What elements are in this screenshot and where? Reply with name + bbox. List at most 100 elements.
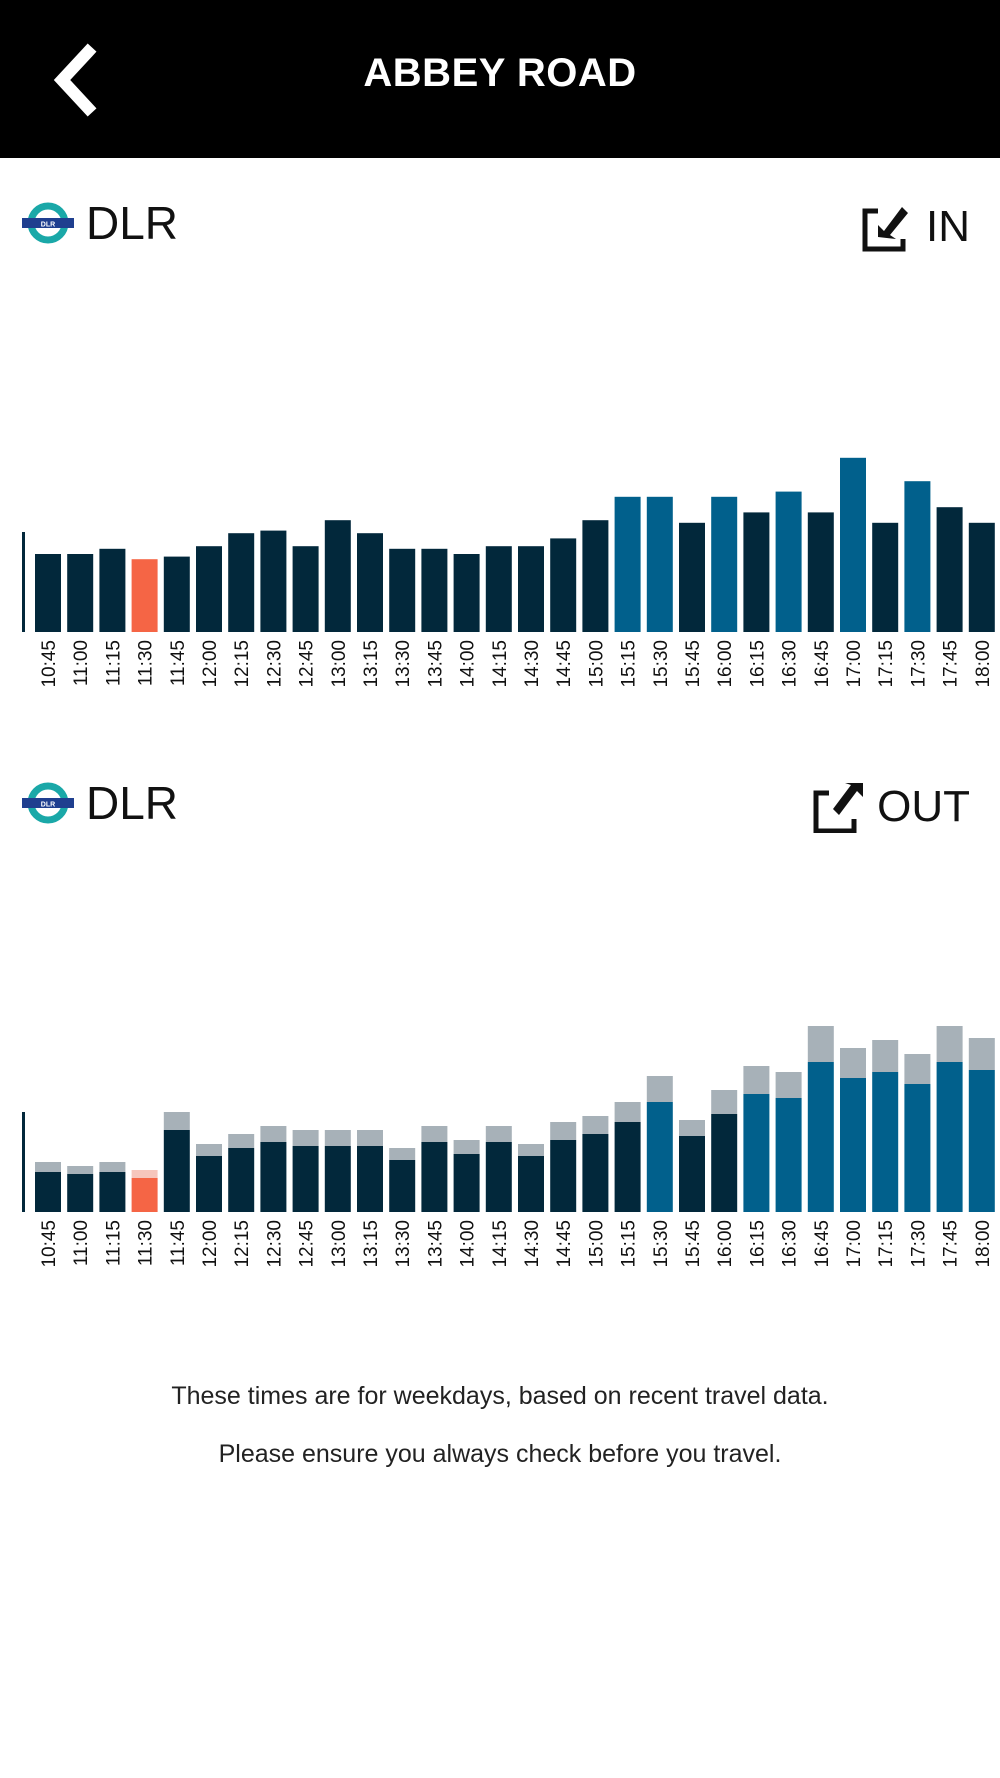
chart-tick-label: 12:15 <box>232 1220 253 1268</box>
chart-bar <box>260 530 287 632</box>
direction-label: IN <box>926 202 970 251</box>
chart-tick-label: 14:45 <box>554 1220 575 1268</box>
chart-bar <box>67 554 94 632</box>
chart-bar <box>67 1174 94 1212</box>
chart-bar-extra <box>936 1026 963 1062</box>
chart-bar <box>646 1102 673 1212</box>
chart-tick-label: 12:45 <box>297 1220 318 1268</box>
chart-bar <box>936 1062 963 1212</box>
chart-tick-label: 13:45 <box>425 640 446 688</box>
chart-tick-label: 15:15 <box>619 640 640 688</box>
chart-bar <box>131 559 158 632</box>
chart-bar-extra <box>646 1076 673 1102</box>
chart-bar-extra <box>131 1170 158 1178</box>
chart-tick-label: 11:00 <box>71 640 92 686</box>
chart-bar <box>840 1078 866 1212</box>
chart-bar <box>968 522 995 632</box>
chart-bar <box>357 1146 383 1212</box>
direction-out-toggle[interactable]: OUT <box>813 772 970 842</box>
chart-tick-label: 17:15 <box>876 1220 897 1268</box>
svg-text:DLR: DLR <box>41 222 55 229</box>
chart-tick-label: 13:00 <box>329 1220 350 1268</box>
chart-bar-extra <box>904 1054 931 1084</box>
chart-bar <box>904 481 931 632</box>
chart-bar-extra <box>775 1072 802 1098</box>
chart-bar-extra <box>968 1038 995 1070</box>
chart-bar <box>582 520 609 632</box>
chart-bar <box>35 1172 61 1212</box>
chart-tick-label: 11:45 <box>168 640 189 686</box>
chart-bar-extra <box>582 1116 609 1134</box>
chart-tick-label: 11:30 <box>136 1220 157 1266</box>
chart-bar <box>228 1148 255 1212</box>
chart-bar <box>679 522 705 632</box>
chart-bar-extra <box>228 1134 255 1148</box>
chart-bar-extra <box>679 1120 705 1136</box>
chart-bar-extra <box>35 1162 61 1172</box>
chart-bar <box>324 1146 351 1212</box>
chart-bar <box>35 554 61 632</box>
chart-tick-label: 10:45 <box>39 1220 60 1268</box>
chart-bar <box>131 1178 158 1212</box>
chart-out: 10:45 11:00 11:15 11:30 11:45 12:00 12:15 12:30… <box>0 940 1000 1300</box>
chart-tick-label: 15:00 <box>586 1220 607 1268</box>
chart-bar <box>840 457 866 632</box>
chart-tick-label: 11:30 <box>136 640 157 686</box>
chart-bar-extra <box>840 1048 866 1078</box>
chart-bar <box>550 1140 577 1212</box>
chart-bar <box>743 1094 770 1212</box>
tap-in-icon <box>862 203 914 252</box>
chart-bar <box>196 1156 222 1212</box>
chart-tick-label: 13:15 <box>361 640 382 688</box>
chart-bar-extra <box>196 1144 222 1156</box>
chart-bar <box>453 1154 480 1212</box>
chart-tick-label: 16:30 <box>780 640 801 688</box>
chart-tick-label: 11:15 <box>103 1220 124 1266</box>
chart-bar <box>646 496 673 632</box>
chart-bar-extra <box>99 1162 126 1172</box>
chart-bar-extra <box>292 1130 319 1146</box>
chart-bar <box>485 546 512 632</box>
chart-bar <box>485 1142 512 1212</box>
chart-in: 10:45 11:00 11:15 11:30 11:45 12:00 12:15 12:30… <box>0 420 1000 720</box>
chart-tick-label: 15:30 <box>651 640 672 688</box>
page-title: ABBEY ROAD <box>363 51 637 95</box>
chart-tick-label: 16:00 <box>715 640 736 688</box>
chart-tick-label: 13:15 <box>361 1220 382 1268</box>
chart-bar <box>421 548 448 632</box>
chart-bar <box>775 1098 802 1212</box>
chart-bar-extra <box>614 1102 641 1122</box>
line-name: DLR <box>86 777 179 829</box>
chart-tick-label: 10:45 <box>39 640 60 688</box>
chart-bar <box>518 546 544 632</box>
chart-bar <box>260 1142 287 1212</box>
chart-bar <box>711 1114 738 1212</box>
chart-bar-extra <box>260 1126 287 1142</box>
chart-tick-label: 16:00 <box>715 1220 736 1268</box>
chart-edge-bar <box>22 1112 25 1212</box>
back-button[interactable] <box>40 40 110 120</box>
chart-bar-extra <box>485 1126 512 1142</box>
chart-bar <box>228 533 255 632</box>
chart-bar <box>196 546 222 632</box>
chart-tick-label: 16:15 <box>747 640 768 688</box>
chart-tick-label: 14:15 <box>490 640 511 688</box>
chart-bar <box>679 1136 705 1212</box>
chart-bar <box>775 491 802 632</box>
chart-bar-extra <box>389 1148 416 1160</box>
chart-bar-extra <box>807 1026 834 1062</box>
chart-tick-label: 17:45 <box>941 1220 962 1268</box>
chart-tick-label: 17:45 <box>941 640 962 688</box>
disclaimer-line-1: These times are for weekdays, based on r… <box>171 1382 829 1410</box>
chart-bar-extra <box>67 1166 94 1174</box>
chart-tick-label: 14:00 <box>458 640 479 688</box>
direction-in-toggle[interactable]: IN <box>862 192 970 262</box>
chart-in-svg: 10:45 11:00 11:15 11:30 11:45 12:00 12:15 12:30… <box>22 457 995 688</box>
chart-bar <box>936 507 963 632</box>
chart-bar <box>614 496 641 632</box>
section-header: DLR DLR OUT <box>0 772 1000 842</box>
line-name: DLR <box>86 197 179 249</box>
chart-edge-bar <box>22 532 25 632</box>
chevron-left-icon <box>53 43 97 117</box>
chart-bar <box>292 546 319 632</box>
